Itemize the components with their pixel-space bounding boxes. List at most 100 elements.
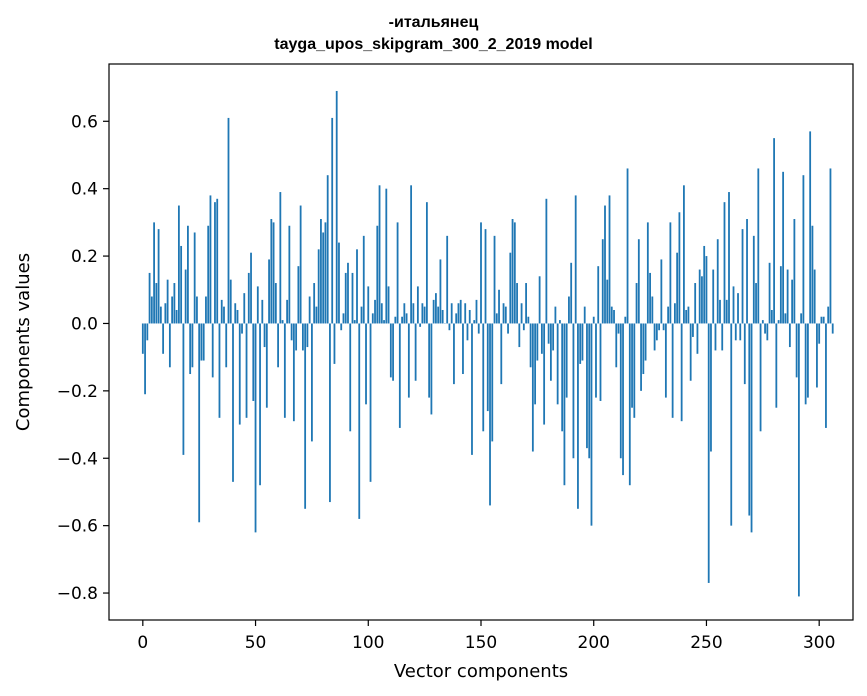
bar-component-237 [676,252,679,324]
bar-component-80 [322,232,325,324]
bar-component-19 [184,269,187,324]
bar-component-245 [694,283,697,324]
bar-component-248 [701,276,703,324]
bar-component-175 [536,323,539,361]
bar-component-259 [725,299,728,324]
bar-component-288 [791,279,794,324]
bar-component-101 [369,323,372,482]
bar-component-177 [540,323,543,354]
bar-component-78 [317,249,320,324]
bar-component-276 [764,323,766,334]
bar-component-216 [628,323,631,486]
bar-component-79 [320,219,322,324]
bar-component-69 [297,266,300,324]
bar-component-1 [144,323,146,395]
bar-component-226 [651,296,654,324]
bar-component-247 [698,269,701,324]
bar-component-45 [243,293,246,324]
bar-component-57 [270,219,273,324]
bar-component-225 [649,272,651,324]
bar-component-183 [554,306,557,324]
bar-component-236 [673,303,676,324]
bar-component-197 [586,323,588,449]
bar-component-48 [250,252,252,324]
bar-component-158 [498,289,500,324]
bar-component-52 [259,323,261,486]
bar-component-228 [655,323,658,341]
bar-component-273 [757,168,760,324]
bar-component-176 [538,276,541,324]
y-tick-label: −0.8 [57,584,98,604]
bar-component-60 [277,323,279,368]
bar-component-137 [450,303,453,324]
bar-component-31 [211,323,214,378]
bar-component-205 [604,205,606,324]
y-tick-label: 0.0 [71,314,98,334]
bar-component-43 [238,323,241,425]
bar-component-99 [365,323,367,405]
bar-component-111 [392,323,394,381]
bar-component-282 [777,320,780,324]
bar-component-115 [401,316,403,324]
bar-component-258 [723,202,726,324]
chart-subtitle: tayga_upos_skipgram_300_2_2019 model [274,36,593,53]
bar-component-181 [549,323,552,381]
bar-component-212 [619,323,622,459]
bar-component-211 [617,323,620,334]
bar-component-36 [223,306,225,324]
bar-component-74 [308,296,311,324]
bar-component-198 [588,323,591,459]
bar-component-242 [687,306,690,324]
bar-component-91 [347,262,349,324]
bar-component-221 [640,323,642,391]
bar-component-213 [622,323,624,476]
bar-component-174 [534,323,537,405]
bar-component-194 [579,323,582,364]
x-axis-label: Vector components [394,661,568,682]
bar-component-300 [818,323,821,344]
bar-component-257 [721,323,724,351]
bar-component-32 [214,202,216,324]
bar-component-105 [378,185,381,324]
bar-component-103 [374,299,376,324]
bar-component-25 [198,323,201,523]
bar-component-260 [728,192,730,324]
bar-component-191 [572,323,575,459]
bar-component-164 [511,219,514,324]
bar-component-171 [527,316,530,324]
bar-component-81 [324,222,327,324]
bar-component-35 [220,299,223,324]
bar-component-180 [547,323,550,344]
bar-component-287 [788,323,791,348]
bar-component-22 [191,323,194,368]
bar-component-150 [480,222,482,324]
bar-component-77 [315,306,318,324]
bar-component-39 [229,279,232,324]
bar-component-42 [236,309,239,324]
bar-component-102 [371,313,374,324]
bar-component-104 [376,225,379,324]
bar-component-186 [561,323,564,432]
bar-component-274 [759,323,762,432]
x-tick-label: 0 [137,633,148,653]
bar-component-195 [581,323,584,361]
y-tick-label: 0.2 [71,247,98,267]
bar-component-128 [430,323,433,415]
bar-component-65 [288,225,291,324]
x-tick-label: 300 [803,633,835,653]
bar-component-218 [633,323,636,418]
bar-component-306 [831,323,834,334]
bar-component-83 [329,323,331,503]
bar-component-261 [730,323,733,526]
bar-component-167 [518,323,521,348]
bar-component-281 [775,323,778,408]
bar-component-138 [453,323,455,385]
bar-component-131 [437,306,440,324]
bar-component-263 [734,323,737,341]
bar-component-215 [626,168,629,324]
bar-component-73 [306,323,309,348]
bar-component-130 [435,293,437,324]
bar-component-182 [552,323,555,351]
bar-component-29 [207,225,210,324]
bar-component-11 [166,279,169,324]
